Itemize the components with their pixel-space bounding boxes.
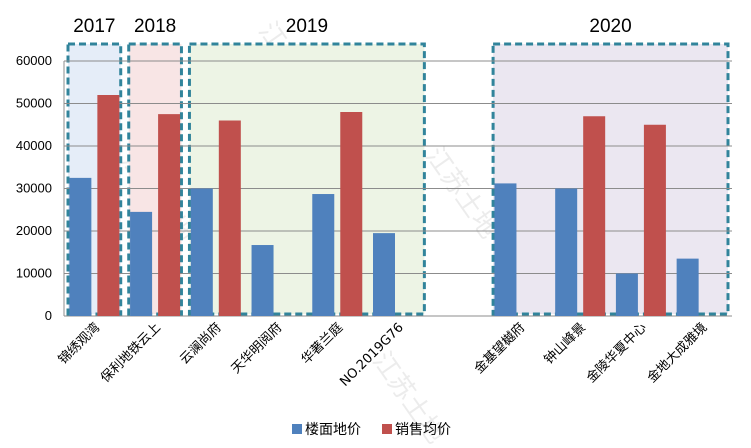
legend-swatch-0: [292, 424, 302, 434]
bar-楼面地价-5: [373, 233, 395, 316]
y-tick-label-60000: 60000: [16, 53, 52, 68]
y-tick-label-10000: 10000: [16, 266, 52, 281]
x-tick-label-2: 云澜尚府: [177, 320, 224, 367]
bar-销售均价-1: [158, 114, 181, 316]
x-tick-label-3: 天华明阅府: [229, 320, 286, 377]
bar-销售均价-2: [218, 120, 241, 316]
year-label-2020: 2020: [589, 16, 631, 37]
y-tick-label-50000: 50000: [16, 96, 52, 111]
year-label-2017: 2017: [73, 16, 115, 37]
x-tick-label-9: 金陵华夏中心: [583, 320, 649, 386]
bar-楼面地价-3: [251, 245, 274, 316]
x-tick-label-0: 锦绣观湾: [55, 320, 103, 368]
bar-销售均价-8: [583, 116, 606, 316]
bars: [69, 95, 699, 316]
bar-楼面地价-7: [494, 183, 517, 316]
legend: 楼面地价 销售均价: [292, 422, 451, 438]
y-tick-label-20000: 20000: [16, 223, 52, 238]
y-tick-label-40000: 40000: [16, 138, 52, 153]
bar-楼面地价-10: [676, 258, 699, 316]
y-tick-label-30000: 30000: [16, 181, 52, 196]
x-tick-label-10: 金地大成雅境: [644, 320, 710, 386]
bar-销售均价-4: [340, 112, 363, 316]
x-tick-label-1: 保利地铁云上: [98, 320, 164, 386]
year-label-2019: 2019: [286, 16, 328, 37]
bar-楼面地价-1: [130, 211, 153, 316]
year-label-2018: 2018: [134, 16, 176, 37]
x-tick-label-8: 钟山峰景: [541, 320, 589, 368]
bar-楼面地价-9: [615, 273, 638, 316]
legend-label-1: 销售均价: [395, 422, 451, 438]
bar-楼面地价-2: [190, 188, 213, 316]
bar-楼面地价-8: [555, 188, 578, 316]
y-axis: 0 10000 20000 30000 40000 50000 60000: [16, 53, 65, 323]
x-tick-label-7: 金基望樾府: [471, 320, 528, 377]
y-tick-label-0: 0: [45, 308, 52, 323]
legend-label-0: 楼面地价: [305, 422, 361, 438]
bar-楼面地价-4: [312, 194, 335, 316]
legend-swatch-1: [382, 424, 392, 434]
bar-销售均价-0: [97, 95, 120, 316]
bar-销售均价-9: [643, 124, 666, 316]
x-tick-label-4: 华著兰庭: [298, 320, 346, 368]
bar-楼面地价-0: [69, 177, 92, 316]
year-labels: 2017 2018 2019 2020: [73, 16, 631, 37]
watermark-text-2: 江苏土地: [419, 142, 503, 244]
